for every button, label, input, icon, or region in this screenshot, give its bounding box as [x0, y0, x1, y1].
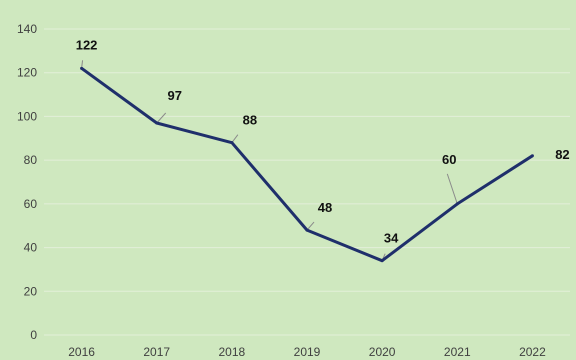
data-label: 122 — [76, 37, 98, 52]
data-label: 48 — [318, 200, 332, 215]
leader-line — [446, 173, 458, 205]
gridlines — [44, 28, 570, 336]
y-tick-label: 60 — [24, 197, 38, 211]
data-label: 60 — [442, 152, 456, 167]
data-point — [380, 259, 384, 263]
x-tick-label: 2019 — [294, 345, 321, 359]
x-tick-label: 2021 — [444, 345, 471, 359]
leader-line — [306, 221, 315, 231]
x-axis: 2016 2017 2018 2019 2020 2021 2022 — [68, 345, 546, 359]
y-tick-label: 120 — [17, 66, 37, 80]
data-label-leaders — [81, 60, 458, 261]
x-tick-label: 2016 — [68, 345, 95, 359]
y-tick-label: 140 — [17, 22, 37, 36]
data-point — [155, 121, 159, 125]
x-tick-label: 2017 — [143, 345, 170, 359]
y-tick-label: 20 — [24, 284, 38, 298]
y-tick-label: 80 — [24, 153, 38, 167]
data-labels: 122 97 88 48 34 60 82 — [76, 37, 570, 263]
x-tick-label: 2022 — [519, 345, 546, 359]
y-tick-label: 100 — [17, 109, 37, 123]
data-label: 82 — [555, 147, 569, 162]
data-point — [80, 66, 84, 70]
data-point — [230, 141, 234, 145]
data-label: 34 — [384, 231, 399, 246]
data-point — [455, 202, 459, 206]
data-point — [530, 154, 534, 158]
data-label: 97 — [167, 88, 181, 103]
leader-line — [231, 134, 239, 143]
y-tick-label: 0 — [30, 328, 37, 342]
y-axis: 0 20 40 60 80 100 120 140 — [17, 22, 37, 342]
x-tick-label: 2018 — [219, 345, 246, 359]
x-tick-label: 2020 — [369, 345, 396, 359]
y-tick-label: 40 — [24, 241, 38, 255]
data-label: 88 — [243, 113, 257, 128]
leader-line — [156, 112, 167, 124]
data-point — [305, 228, 309, 232]
